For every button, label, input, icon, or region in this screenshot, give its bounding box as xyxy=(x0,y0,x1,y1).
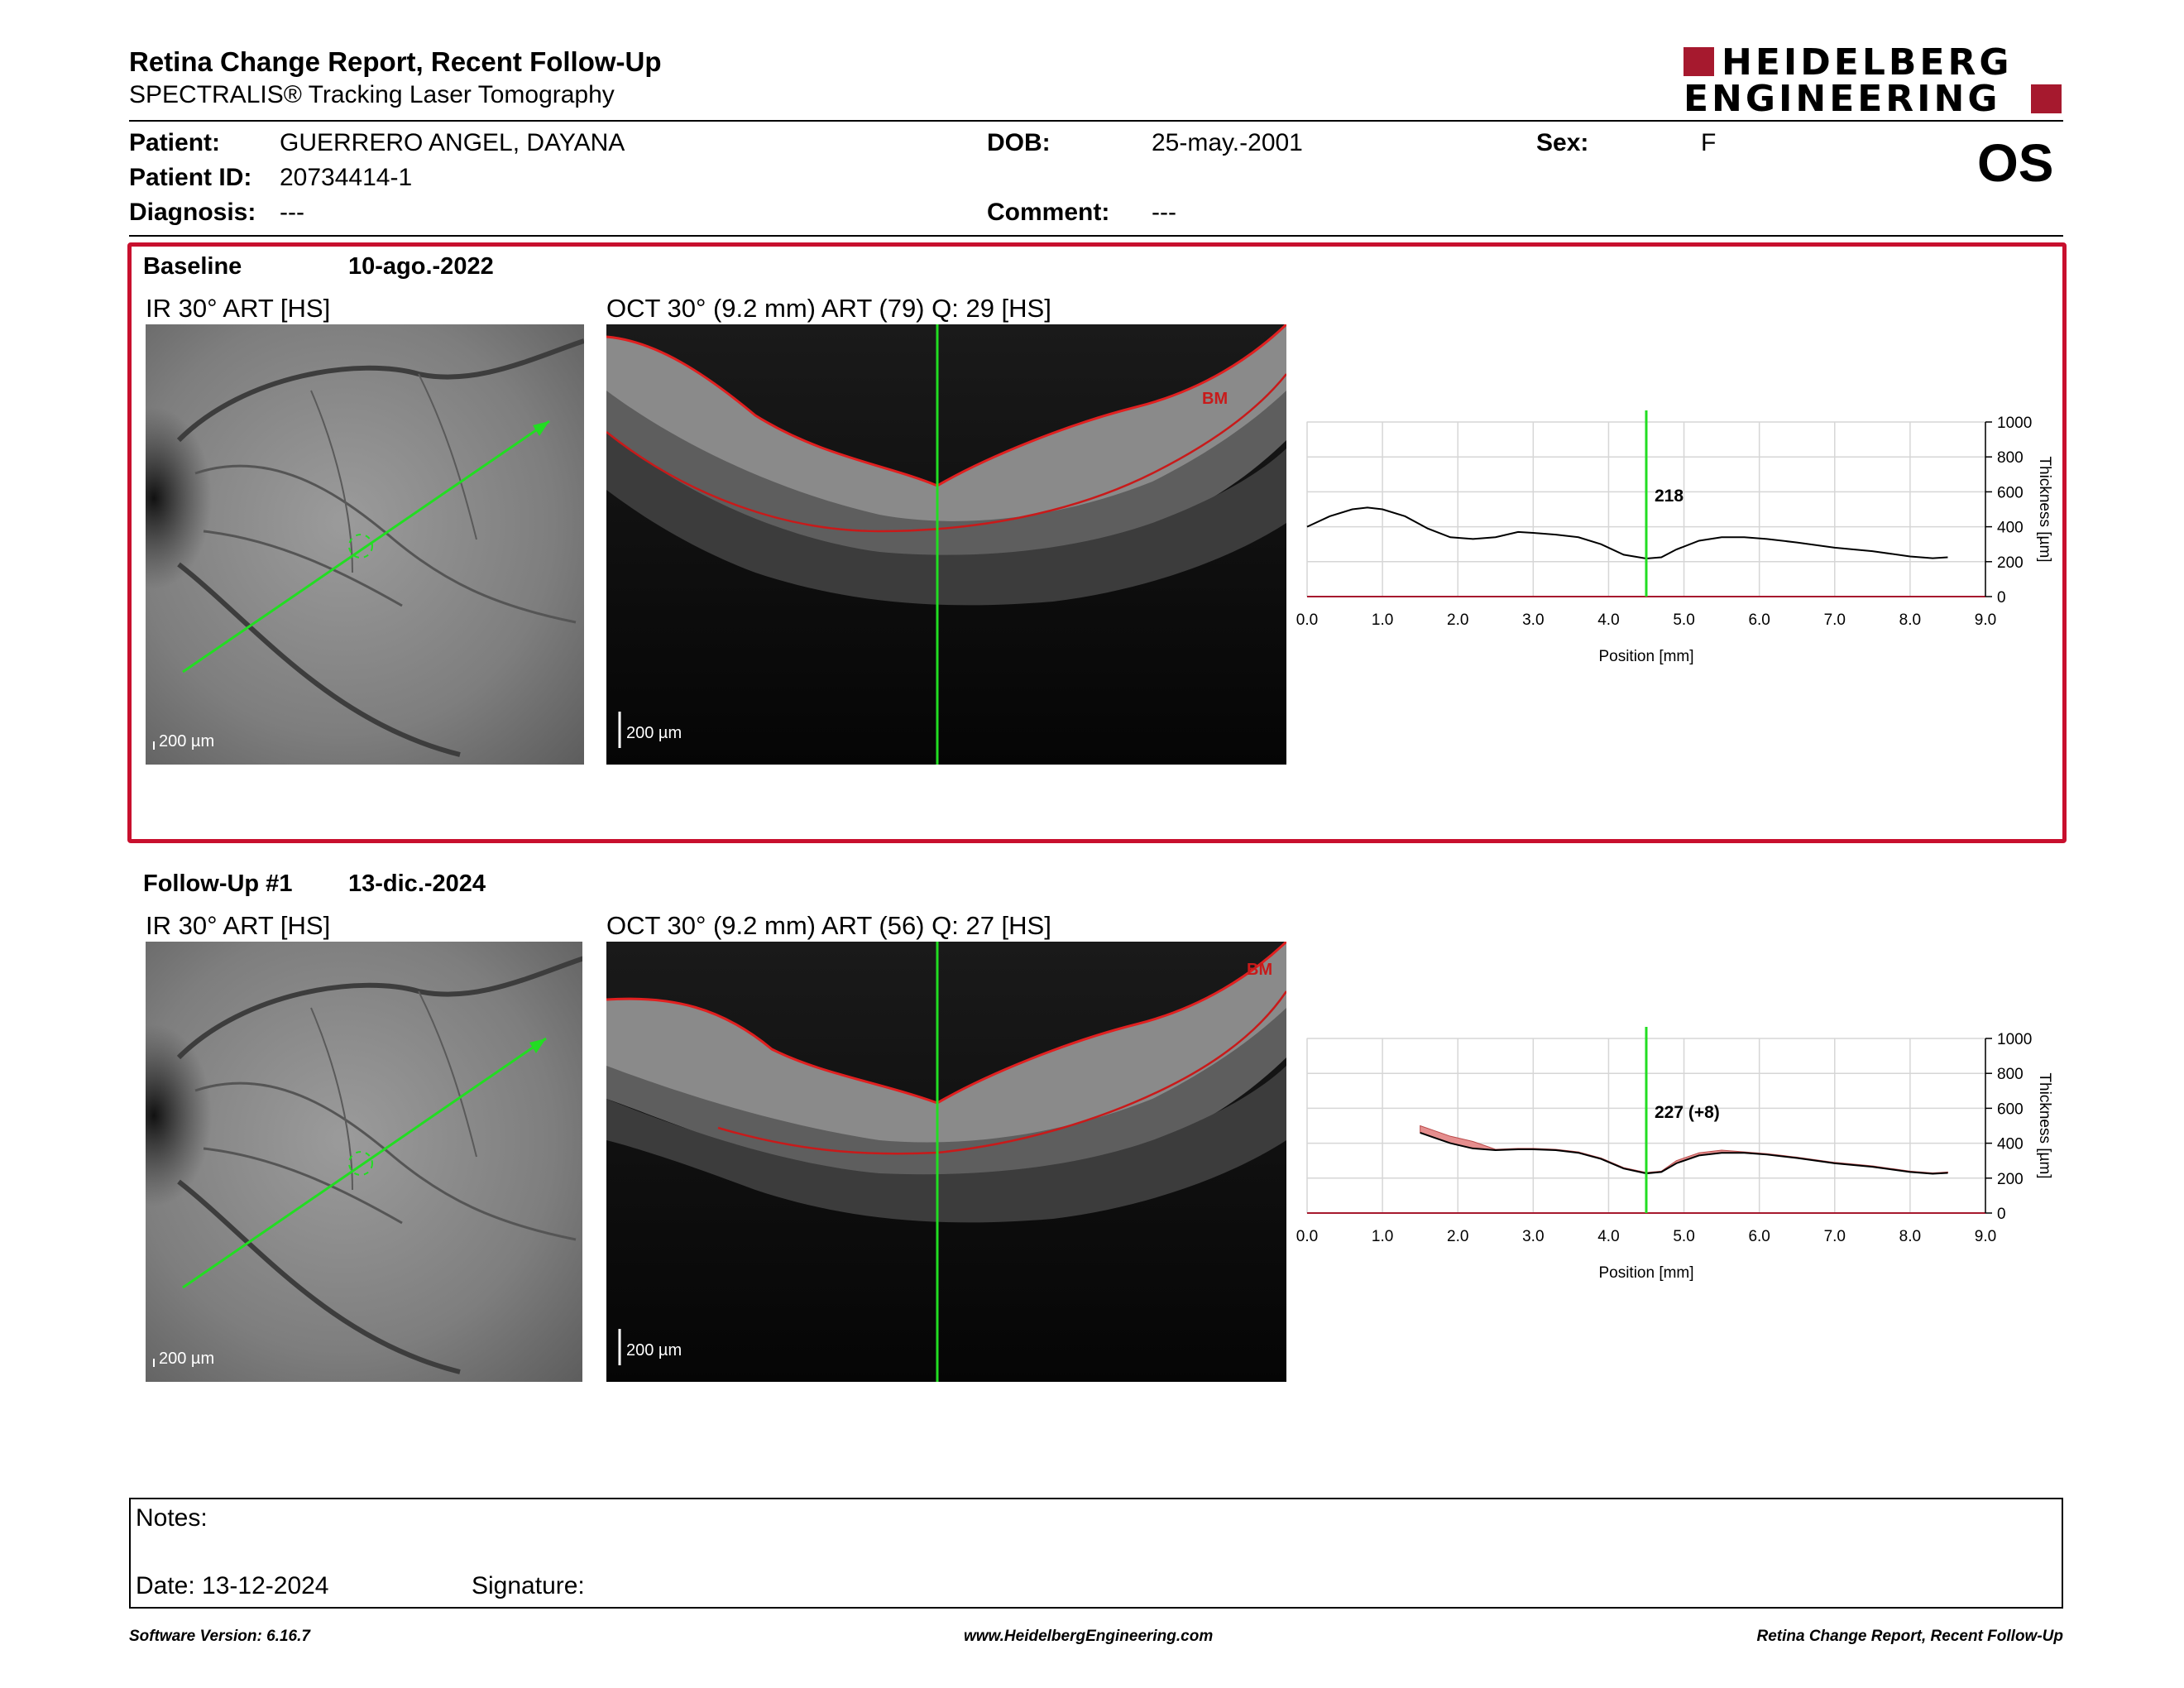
followup-y-tick-label: 0 xyxy=(1997,1206,2006,1223)
baseline-ir-caption: IR 30° ART [HS] xyxy=(146,294,331,323)
followup-thickness-chart: 0 200 400 600 800 1000 0.0 1.0 2.0 3.0 4.0 5.0 6.0 7.… xyxy=(1296,1027,2053,1282)
signature-label: Signature: xyxy=(472,1572,585,1599)
followup-y-tick-label: 600 xyxy=(1997,1101,2024,1118)
followup-x-tick-label: 4.0 xyxy=(1597,1228,1619,1245)
baseline-x-tick-label: 6.0 xyxy=(1748,611,1770,629)
followup-x-tick-label: 2.0 xyxy=(1447,1228,1468,1245)
followup-date: 13-dic.-2024 xyxy=(348,870,486,897)
header-rule xyxy=(129,120,2063,122)
baseline-y-tick-label: 800 xyxy=(1997,449,2024,467)
baseline-frame xyxy=(127,242,2067,843)
followup-ir-image[interactable]: 200 µm xyxy=(146,942,584,1382)
followup-y-tick-label: 200 xyxy=(1997,1171,2024,1188)
baseline-x-tick-label: 9.0 xyxy=(1975,611,1996,629)
baseline-y-axis-label: Thickness [µm] xyxy=(2036,456,2053,562)
followup-x-tick-label: 5.0 xyxy=(1673,1228,1694,1245)
baseline-x-tick-label: 3.0 xyxy=(1522,611,1544,629)
baseline-x-tick-label: 2.0 xyxy=(1447,611,1468,629)
baseline-x-tick-label: 8.0 xyxy=(1899,611,1921,629)
baseline-date: 10-ago.-2022 xyxy=(348,253,494,280)
baseline-oct-caption: OCT 30° (9.2 mm) ART (79) Q: 29 [HS] xyxy=(606,294,1051,323)
followup-y-tick-label: 1000 xyxy=(1997,1031,2032,1048)
baseline-oct-image[interactable]: BM 200 µm xyxy=(606,324,1286,765)
footer-website[interactable]: www.HeidelbergEngineering.com xyxy=(964,1628,1214,1645)
followup-x-tick-label: 0.0 xyxy=(1296,1228,1318,1245)
report-subtitle: SPECTRALIS® Tracking Laser Tomography xyxy=(129,81,615,108)
followup-oct-scale: 200 µm xyxy=(626,1341,682,1360)
followup-x-tick-label: 9.0 xyxy=(1975,1228,1996,1245)
comment-value: --- xyxy=(1152,199,1176,226)
baseline-x-tick-label: 4.0 xyxy=(1597,611,1619,629)
patient-name: GUERRERO ANGEL, DAYANA xyxy=(280,129,625,156)
baseline-bm-label: BM xyxy=(1202,390,1228,408)
patient-id-value: 20734414-1 xyxy=(280,164,413,191)
followup-x-tick-label: 3.0 xyxy=(1522,1228,1544,1245)
followup-x-tick-label: 6.0 xyxy=(1748,1228,1770,1245)
footer-software-version: Software Version: 6.16.7 xyxy=(129,1628,310,1645)
baseline-x-axis-label: Position [mm] xyxy=(1598,648,1693,665)
heidelberg-logo: HEIDELBERG ENGINEERING xyxy=(1684,41,2064,120)
baseline-thickness-chart: 0 200 400 600 800 1000 0.0 1.0 2.0 3.0 4.0 5.0 6.0 7.… xyxy=(1296,410,2053,665)
patient-rule xyxy=(129,235,2063,237)
comment-label: Comment: xyxy=(987,199,1110,226)
followup-oct-caption: OCT 30° (9.2 mm) ART (56) Q: 27 [HS] xyxy=(606,911,1051,940)
baseline-y-tick-label: 400 xyxy=(1997,520,2024,537)
report-title: Retina Change Report, Recent Follow-Up xyxy=(129,46,662,77)
followup-y-tick-label: 400 xyxy=(1997,1136,2024,1153)
baseline-marker-value: 218 xyxy=(1655,487,1684,506)
logo-line-1: HEIDELBERG xyxy=(1722,41,2013,84)
logo-square-bottom xyxy=(2031,84,2062,113)
followup-oct-svg: BM 200 µm xyxy=(606,942,1286,1382)
followup-label: Follow-Up #1 xyxy=(143,870,293,897)
baseline-y-tick-label: 0 xyxy=(1997,589,2006,607)
sex-label: Sex: xyxy=(1536,129,1589,156)
baseline-ir-image[interactable]: 200 µm xyxy=(146,324,584,765)
dob-value: 25-may.-2001 xyxy=(1152,129,1303,156)
baseline-ir-svg: 200 µm xyxy=(146,324,584,765)
footer-report-name: Retina Change Report, Recent Follow-Up xyxy=(1756,1628,2063,1645)
baseline-x-tick-label: 7.0 xyxy=(1824,611,1846,629)
baseline-ir-scale: 200 µm xyxy=(159,732,214,750)
baseline-y-tick-label: 1000 xyxy=(1997,415,2032,432)
followup-y-axis-label: Thickness [µm] xyxy=(2036,1072,2053,1178)
followup-marker-value: 227 (+8) xyxy=(1655,1103,1720,1122)
followup-y-tick-label: 800 xyxy=(1997,1066,2024,1083)
notes-box: Notes: Date: 13-12-2024 Signature: xyxy=(129,1498,2063,1609)
followup-ir-svg: 200 µm xyxy=(146,942,584,1382)
followup-x-tick-label: 7.0 xyxy=(1824,1228,1846,1245)
patient-label: Patient: xyxy=(129,129,221,156)
baseline-label: Baseline xyxy=(143,253,242,280)
sex-value: F xyxy=(1701,129,1717,156)
followup-x-axis-label: Position [mm] xyxy=(1598,1264,1693,1282)
followup-x-tick-label: 8.0 xyxy=(1899,1228,1921,1245)
baseline-y-tick-label: 600 xyxy=(1997,484,2024,501)
followup-ir-scale: 200 µm xyxy=(159,1350,214,1368)
patient-id-label: Patient ID: xyxy=(129,164,252,191)
followup-bm-label: BM xyxy=(1247,961,1272,979)
diagnosis-label: Diagnosis: xyxy=(129,199,256,226)
notes-date: Date: 13-12-2024 xyxy=(136,1572,329,1599)
baseline-x-tick-label: 1.0 xyxy=(1372,611,1393,629)
baseline-y-tick-label: 200 xyxy=(1997,554,2024,572)
baseline-x-tick-label: 5.0 xyxy=(1673,611,1694,629)
followup-oct-image[interactable]: BM 200 µm xyxy=(606,942,1286,1382)
followup-ir-caption: IR 30° ART [HS] xyxy=(146,911,331,940)
baseline-x-tick-label: 0.0 xyxy=(1296,611,1318,629)
baseline-thickness-line xyxy=(1306,506,1948,560)
followup-x-tick-label: 1.0 xyxy=(1372,1228,1393,1245)
baseline-oct-svg: BM 200 µm xyxy=(606,324,1286,765)
logo-square-top xyxy=(1684,47,1714,76)
eye-indicator: OS xyxy=(1977,133,2054,193)
baseline-oct-scale: 200 µm xyxy=(626,724,682,742)
logo-line-2: ENGINEERING xyxy=(1684,78,2001,120)
dob-label: DOB: xyxy=(987,129,1051,156)
notes-label: Notes: xyxy=(136,1504,208,1532)
diagnosis-value: --- xyxy=(280,199,304,226)
followup-thickness-line xyxy=(1420,1131,1948,1175)
